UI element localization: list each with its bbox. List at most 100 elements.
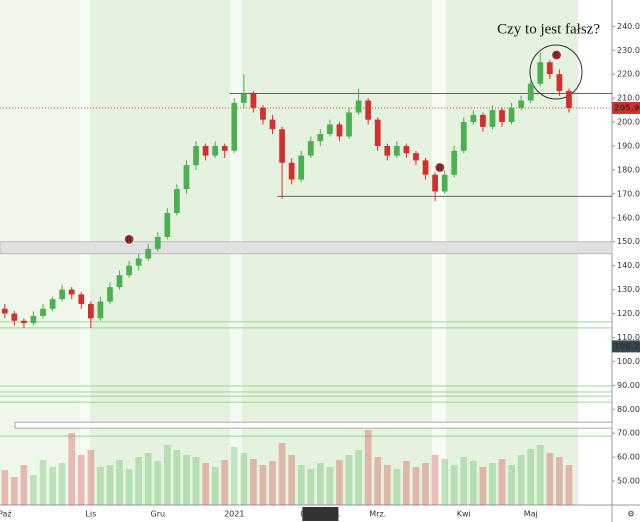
candle-body: [145, 248, 152, 259]
volume-bar: [135, 457, 143, 505]
volume-bar: [30, 475, 37, 505]
candle-body: [527, 83, 534, 101]
price-label: 106.270: [614, 342, 640, 351]
volume-bar: [39, 460, 47, 505]
candle-body: [422, 160, 429, 175]
y-tick-label: 190.000: [617, 141, 640, 150]
candle-body: [97, 301, 104, 319]
candle-body: [355, 100, 362, 113]
candle-body: [460, 122, 467, 151]
candle-body: [566, 90, 572, 108]
candle-body: [336, 124, 343, 137]
candle-body: [116, 275, 123, 288]
volume-bar: [192, 457, 200, 505]
volume-bar: [49, 467, 56, 505]
y-tick-label: 80.000: [617, 405, 640, 414]
volume-bar: [20, 465, 28, 505]
volume-bar: [345, 455, 353, 505]
y-tick-label: 140.000: [617, 261, 640, 270]
volume-bar: [450, 465, 458, 505]
candle-body: [327, 124, 333, 135]
y-tick-label: 220.000: [617, 70, 640, 79]
candle-body: [480, 114, 486, 127]
volume-bar: [403, 461, 410, 505]
volume-bar: [412, 467, 420, 505]
candle-body: [393, 145, 400, 156]
candle-body: [432, 174, 438, 192]
candle-body: [49, 299, 56, 309]
volume-bar: [307, 469, 315, 505]
volume-bar: [460, 457, 468, 505]
volume-bar: [469, 461, 477, 505]
marker-label: R: [126, 235, 132, 244]
y-tick-label: 130.000: [617, 285, 640, 294]
x-tick-label: Lis: [85, 510, 96, 519]
volume-bar: [489, 463, 496, 505]
y-tick-label: 90.000: [617, 381, 640, 390]
y-tick-label: 200.000: [617, 118, 640, 127]
volume-bar: [556, 457, 563, 505]
candle-body: [202, 145, 209, 156]
volume-bar: [163, 445, 171, 505]
candle-body: [164, 213, 171, 237]
price-box: [612, 101, 640, 114]
volume-bar: [144, 453, 152, 505]
volume-bar: [422, 463, 429, 505]
candle-body: [518, 100, 525, 108]
x-tick-label: Maj: [524, 510, 538, 519]
candle-body: [126, 265, 132, 276]
candle-body: [59, 289, 66, 300]
y-tick-label: 160.000: [617, 213, 640, 222]
volume-bar: [527, 449, 535, 505]
volume-bar: [546, 453, 554, 505]
x-tick-label: 05 Lut '21: [300, 510, 340, 519]
volume-bar: [125, 469, 133, 505]
y-tick-label: 210.000: [617, 94, 640, 103]
candle-body: [307, 141, 314, 156]
marker: [434, 162, 446, 174]
marker: [123, 233, 135, 245]
candle-body: [499, 110, 505, 123]
volume-bar: [508, 465, 515, 505]
volume-bar: [393, 469, 401, 505]
candle-body: [537, 62, 544, 84]
x-tick-label: Kwi: [457, 510, 471, 519]
volume-bar: [1, 470, 9, 505]
volume-bar: [364, 430, 372, 505]
candle-body: [384, 145, 391, 156]
candle-body: [107, 287, 113, 302]
candle-body: [135, 258, 142, 266]
marker-label: R: [553, 51, 559, 60]
volume-bar: [230, 447, 238, 505]
volume-bar: [355, 450, 362, 505]
x-tick-label: Mrz.: [369, 510, 386, 519]
candle-body: [260, 107, 266, 120]
y-tick-label: 170.000: [617, 189, 640, 198]
volume-bar: [565, 465, 573, 505]
candle-body: [470, 114, 477, 123]
settings-icon[interactable]: ⚙: [627, 510, 634, 519]
candle-body: [317, 134, 324, 142]
y-tick-label: 100.000: [617, 357, 640, 366]
marker: [551, 49, 563, 61]
volume-bar: [10, 477, 18, 505]
volume-bar: [288, 455, 296, 505]
candle-body: [556, 74, 563, 91]
x-tick-highlight: [302, 507, 339, 521]
candle-body: [451, 150, 458, 175]
candle-body: [546, 62, 553, 75]
volume-bar: [97, 467, 104, 505]
volume-bar: [498, 459, 506, 505]
volume-bar: [517, 455, 525, 505]
volume-bar: [240, 453, 248, 505]
candle-body: [288, 162, 295, 180]
y-tick-label: 150.000: [617, 237, 640, 246]
candle-body: [374, 119, 381, 146]
candle-body: [365, 100, 372, 120]
y-tick-label: 120.000: [617, 309, 640, 318]
price-box: [612, 340, 640, 353]
volume-bar: [259, 465, 267, 505]
volume-bar: [269, 461, 276, 505]
y-tick-label: 230.000: [617, 46, 640, 55]
candle-body: [30, 315, 37, 324]
